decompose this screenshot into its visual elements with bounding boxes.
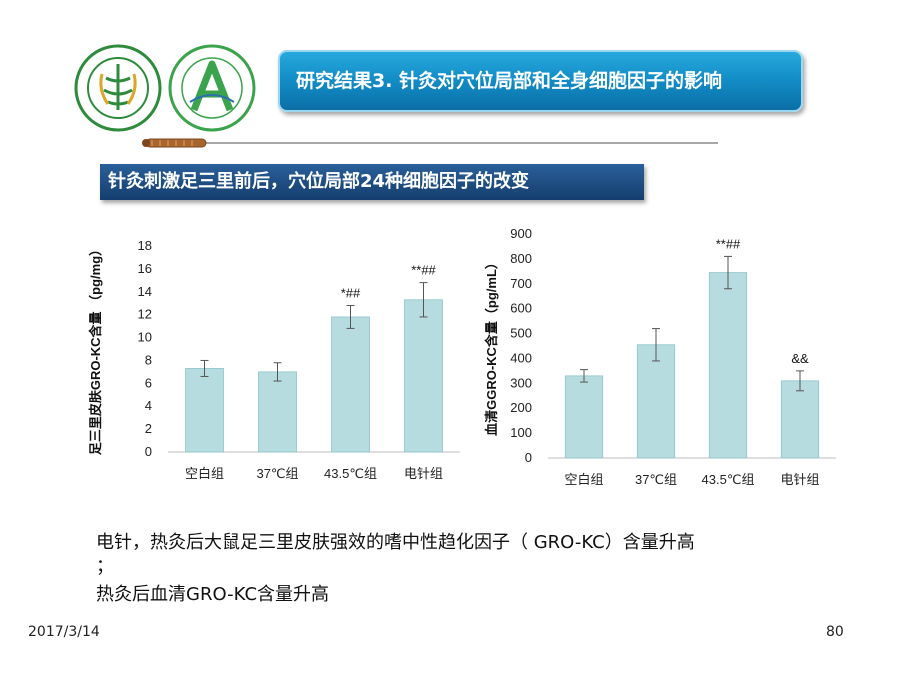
category-label: 电针组 [404,466,443,481]
category-label: 37℃组 [635,472,677,487]
slide-date: 2017/3/14 [28,624,100,640]
institute-logo [168,44,256,132]
category-label: 空白组 [185,466,224,481]
institute-logo-emblem [168,44,256,132]
bar [636,344,676,459]
y-tick-label: 100 [510,425,532,440]
bar [708,272,748,459]
significance-label: **## [716,236,741,251]
caption-line-2: ； [96,556,114,577]
bar [258,371,297,453]
slide-page-number: 80 [826,624,844,640]
y-tick-label: 800 [510,251,532,266]
y-tick-label: 300 [510,375,532,390]
y-tick-label: 8 [145,352,152,367]
academy-logo-emblem [74,44,162,132]
slide-title: 研究结果3. 针灸对穴位局部和全身细胞因子的影响 [296,70,723,92]
y-tick-label: 600 [510,301,532,316]
y-tick-label: 4 [145,398,152,413]
bar [404,299,443,453]
y-axis-label: 足三里皮肤GRO-KC含量 （pg/mg） [88,243,103,455]
caption-line-3: 热灸后血清GRO-KC含量升高 [96,584,330,605]
y-tick-label: 14 [138,284,152,299]
significance-label: **## [411,263,436,278]
y-tick-label: 18 [138,238,152,253]
y-tick-label: 500 [510,326,532,341]
category-label: 电针组 [780,472,819,487]
bar [780,380,820,459]
y-tick-label: 6 [145,375,152,390]
y-tick-label: 400 [510,350,532,365]
category-label: 空白组 [564,472,603,487]
serum-grokc-bar-chart: 0 100 200 300 400 500 600 700 800 900 血清GGRO-KC含量（… [484,226,836,487]
y-tick-label: 10 [138,330,152,345]
skin-grokc-bar-chart: 0 2 4 6 8 10 12 14 16 18 足三里皮肤GRO-KC含量 （pg/mg） 空白组 3… [88,238,460,481]
section-subheading-text: 针灸刺激足三里前后，穴位局部24种细胞因子的改变 [108,171,530,192]
y-tick-label: 200 [510,400,532,415]
slide-title-banner: 研究结果3. 针灸对穴位局部和全身细胞因子的影响 [278,50,803,112]
significance-label: && [791,351,809,366]
caption-line-1: 电针，热灸后大鼠足三里皮肤强效的嗜中性趋化因子（ GRO-KC）含量升高 [96,532,695,553]
y-tick-label: 12 [138,307,152,322]
bar [185,368,224,453]
y-tick-label: 0 [145,444,152,459]
significance-label: *## [341,286,361,301]
y-tick-label: 0 [525,450,532,465]
category-label: 43.5℃组 [702,472,755,487]
y-tick-label: 16 [138,261,152,276]
y-tick-label: 2 [145,421,152,436]
acupuncture-needle-graphic [142,138,718,148]
section-subheading: 针灸刺激足三里前后，穴位局部24种细胞因子的改变 [100,164,644,200]
bar [331,316,370,453]
category-label: 37℃组 [256,466,298,481]
y-axis-label: 血清GGRO-KC含量（pg/mL） [484,256,499,436]
bar [564,375,604,459]
y-tick-label: 700 [510,276,532,291]
category-label: 43.5℃组 [324,466,377,481]
academy-logo [74,44,162,132]
y-tick-label: 900 [510,226,532,241]
